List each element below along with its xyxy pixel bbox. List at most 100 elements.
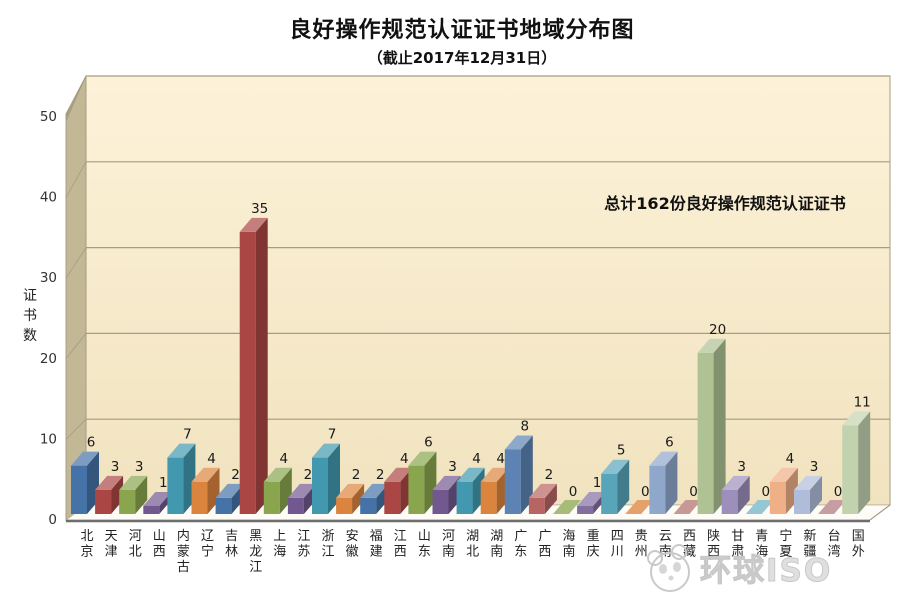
x-tick-label: 河北: [129, 529, 142, 560]
bar-value-label: 0: [569, 484, 578, 500]
back-wall: [85, 75, 891, 506]
bar-天津: [95, 475, 124, 514]
bar-value-label: 4: [400, 451, 409, 467]
x-tick-label: 北京: [80, 529, 93, 560]
x-tick-label: 黑龙江: [249, 529, 262, 575]
bar-黑龙江: [239, 217, 268, 514]
x-tick-label: 国外: [852, 529, 865, 560]
bar-value-label: 2: [304, 467, 313, 483]
bar-国外: [842, 411, 871, 514]
bar-value-label: 6: [665, 435, 674, 451]
x-tick-label: 甘肃: [731, 529, 744, 560]
x-tick-label: 吉林: [225, 529, 238, 560]
bar-四川: [601, 459, 630, 514]
bar-value-label: 2: [231, 467, 240, 483]
x-tick-label: 湖南: [490, 529, 503, 560]
x-tick-label: 陕西: [707, 529, 720, 560]
bar-value-label: 4: [496, 451, 505, 467]
bar-吉林: [215, 483, 244, 514]
x-tick-label: 广西: [538, 529, 551, 560]
y-axis-title: 数: [23, 328, 37, 344]
floor-right-edge: [869, 504, 891, 521]
bar-value-label: 4: [786, 451, 795, 467]
bar-西藏: [673, 500, 702, 514]
x-tick-label: 江苏: [297, 529, 310, 560]
gridline-wall: [65, 161, 87, 198]
y-tick-label: 50: [40, 109, 57, 125]
bar-云南: [649, 451, 678, 514]
chart-subtitle: （截止2017年12月31日）: [367, 49, 557, 67]
x-tick-label: 山东: [418, 529, 431, 560]
gridline-wall: [65, 247, 87, 279]
x-tick-label: 宁夏: [779, 528, 792, 560]
x-tick-label: 湖北: [466, 529, 479, 560]
bar-value-label: 4: [280, 451, 289, 467]
chart-title: 良好操作规范认证证书地域分布图: [289, 18, 635, 43]
y-tick-label: 30: [40, 270, 57, 286]
y-tick-label: 40: [40, 190, 57, 206]
bar-海南: [553, 500, 581, 514]
x-tick-label: 青海: [755, 529, 768, 560]
bar-value-label: 35: [251, 201, 268, 217]
bar-value-label: 7: [183, 427, 192, 443]
bar-陕西: [697, 338, 726, 514]
total-annotation: 总计162份良好操作规范认证证书: [604, 194, 846, 213]
x-tick-label: 河南: [442, 529, 455, 560]
bar-山东: [408, 451, 437, 514]
x-tick-label: 上海: [273, 529, 286, 560]
bar-北京: [71, 451, 99, 514]
bar-value-label: 5: [617, 443, 626, 459]
bar-value-label: 3: [448, 459, 457, 475]
x-tick-label: 西藏: [683, 529, 696, 560]
x-tick-label: 贵州: [635, 529, 648, 560]
x-tick-label: 海南: [562, 529, 575, 560]
bar-河北: [119, 475, 148, 514]
x-tick-label: 浙江: [321, 529, 334, 560]
x-tick-label: 新疆: [803, 528, 816, 560]
y-axis-title: 书: [23, 308, 37, 324]
x-tick-label: 天津: [105, 529, 118, 560]
x-tick-label: 江西: [394, 529, 407, 560]
gridline-wall: [65, 418, 87, 440]
bar-广西: [528, 483, 557, 514]
gridline-wall: [65, 333, 87, 360]
bar-value-label: 20: [709, 322, 726, 338]
y-tick-label: 0: [48, 512, 57, 528]
y-axis-title: 证: [23, 288, 37, 304]
bar-浙江: [312, 443, 340, 514]
bar-value-label: 3: [810, 459, 819, 475]
bar-value-label: 1: [593, 475, 602, 491]
bar-value-label: 0: [762, 484, 771, 500]
gridline-wall: [65, 75, 87, 118]
bar-value-label: 6: [87, 435, 96, 451]
x-tick-label: 内蒙古: [177, 528, 190, 575]
bar-value-label: 3: [737, 459, 746, 475]
bar-value-label: 1: [159, 475, 168, 491]
bar-新疆: [794, 475, 822, 514]
x-tick-label: 四川: [611, 529, 624, 560]
bar-内蒙古: [167, 443, 196, 514]
bar-贵州: [625, 500, 654, 514]
bar-甘肃: [721, 475, 750, 514]
y-tick-label: 10: [40, 431, 57, 447]
bar-value-label: 2: [352, 467, 361, 483]
bar-value-label: 0: [834, 484, 843, 500]
bar-value-label: 4: [207, 451, 216, 467]
bar-value-label: 3: [111, 459, 120, 475]
x-tick-label: 福建: [370, 529, 383, 560]
bar-value-label: 2: [376, 467, 385, 483]
bar-value-label: 0: [689, 484, 698, 500]
bar-value-label: 7: [328, 427, 337, 443]
bar-value-label: 6: [424, 435, 433, 451]
x-tick-label: 山西: [153, 529, 166, 560]
bar-value-label: 3: [135, 459, 144, 475]
bar-安徽: [336, 483, 365, 514]
x-tick-label: 台湾: [828, 529, 841, 560]
x-tick-label: 广东: [514, 529, 527, 560]
x-tick-label: 云南: [659, 529, 672, 560]
bar-value-label: 8: [521, 419, 530, 435]
bar-value-label: 2: [545, 467, 554, 483]
left-wall-edge: [66, 76, 86, 123]
